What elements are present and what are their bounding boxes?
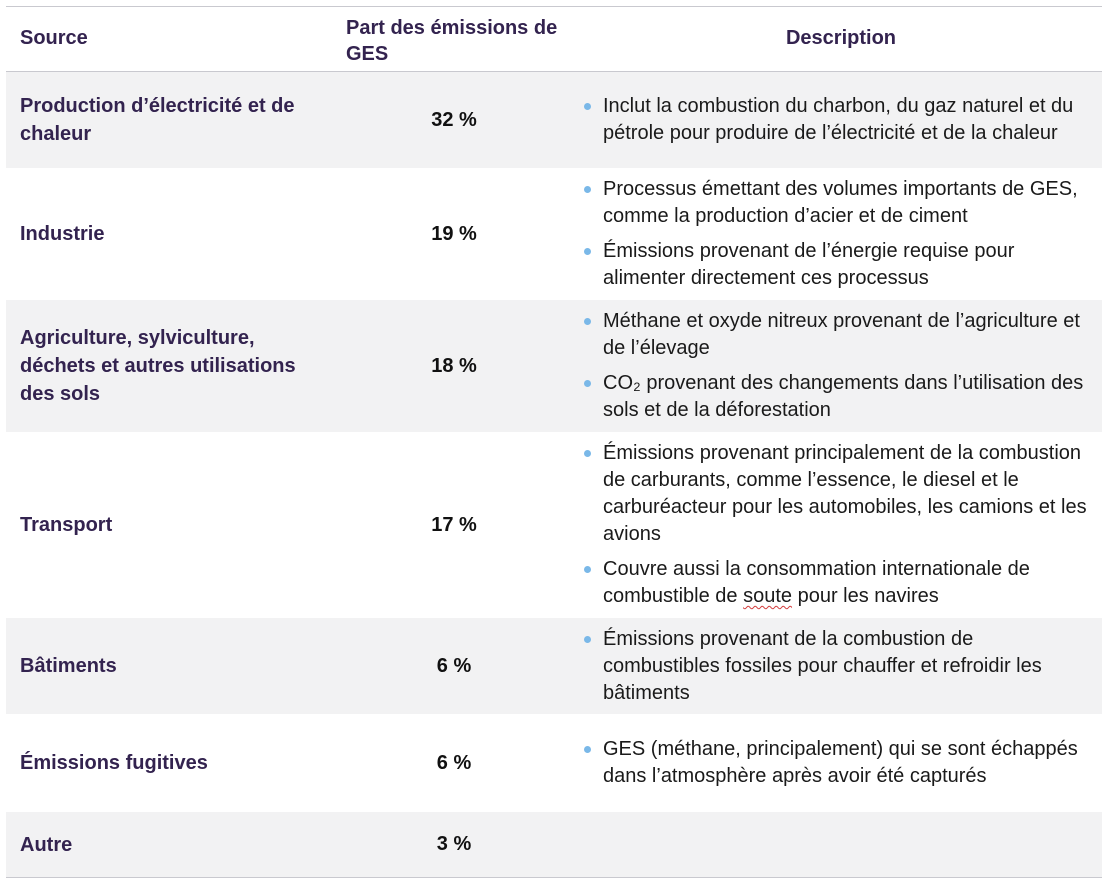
table-header: Source Part des émissions de GES Descrip…	[6, 6, 1102, 72]
bullet-icon	[584, 635, 591, 643]
share-cell: 6 %	[436, 654, 472, 677]
source-cell: Émissions fugitives	[20, 752, 208, 774]
table-row: Émissions fugitives 6 % GES (méthane, pr…	[6, 714, 1102, 812]
share-cell: 32 %	[431, 108, 477, 131]
share-cell: 3 %	[436, 833, 472, 855]
table-row: Autre 3 %	[6, 812, 1102, 878]
source-cell: Autre	[20, 833, 73, 856]
table-row: Bâtiments 6 % Émissions provenant de la …	[6, 618, 1102, 714]
bullet-item: CO₂ provenant des changements dans l’uti…	[580, 370, 1092, 424]
bullet-text: CO₂ provenant des changements dans l’uti…	[603, 372, 1084, 421]
bullet-text: Émissions provenant de l’énergie requise…	[603, 240, 1015, 289]
bullet-icon	[584, 318, 591, 325]
bullet-text: Inclut la combustion du charbon, du gaz …	[603, 95, 1074, 144]
bullet-item: Processus émettant des volumes important…	[580, 176, 1092, 230]
share-cell: 18 %	[431, 354, 477, 377]
share-cell: 6 %	[436, 751, 472, 774]
bullet-text: Processus émettant des volumes important…	[603, 178, 1078, 227]
source-cell: Production d’électricité et de chaleur	[20, 95, 295, 145]
description-cell: Émissions provenant principalement de la…	[576, 432, 1102, 618]
table-row: Transport 17 % Émissions provenant princ…	[6, 432, 1102, 618]
description-cell: Inclut la combustion du charbon, du gaz …	[576, 85, 1102, 155]
bullet-icon	[584, 186, 591, 193]
header-share: Part des émissions de GES	[346, 17, 558, 65]
description-cell: Méthane et oxyde nitreux provenant de l’…	[576, 300, 1102, 432]
table-row: Agriculture, sylviculture, déchets et au…	[6, 300, 1102, 432]
bullet-item: GES (méthane, principalement) qui se son…	[580, 736, 1092, 790]
bullet-icon	[584, 248, 591, 255]
description-cell: GES (méthane, principalement) qui se son…	[576, 728, 1102, 798]
table-row: Production d’électricité et de chaleur 3…	[6, 72, 1102, 168]
spellcheck-marked-word: soute	[743, 585, 793, 607]
bullet-item: Inclut la combustion du charbon, du gaz …	[580, 93, 1092, 147]
header-description: Description	[785, 27, 897, 49]
bullet-text: Méthane et oxyde nitreux provenant de l’…	[603, 310, 1080, 359]
bullet-item: Émissions provenant principalement de la…	[580, 440, 1092, 548]
source-cell: Bâtiments	[20, 655, 117, 677]
description-cell	[576, 837, 1102, 853]
share-cell: 17 %	[431, 513, 477, 536]
bullet-item: Couvre aussi la consommation internation…	[580, 556, 1092, 610]
share-cell: 19 %	[431, 222, 477, 245]
table-row: Industrie 19 % Processus émettant des vo…	[6, 168, 1102, 300]
source-cell: Transport	[20, 514, 113, 536]
description-cell: Processus émettant des volumes important…	[576, 168, 1102, 300]
bullet-icon	[584, 746, 591, 753]
bullet-icon	[584, 103, 591, 110]
source-cell: Industrie	[20, 223, 105, 245]
bullet-item: Méthane et oxyde nitreux provenant de l’…	[580, 308, 1092, 362]
bullet-text: Émissions provenant principalement de la…	[603, 442, 1087, 545]
bullet-icon	[584, 566, 591, 573]
bullet-item: Émissions provenant de l’énergie requise…	[580, 238, 1092, 292]
bullet-icon	[584, 450, 591, 457]
bullet-icon	[584, 380, 591, 387]
bullet-item: Émissions provenant de la combustion de …	[580, 626, 1092, 707]
bullet-text: Couvre aussi la consommation internation…	[603, 558, 1030, 607]
header-source: Source	[20, 27, 88, 49]
source-cell: Agriculture, sylviculture, déchets et au…	[20, 327, 296, 405]
description-cell: Émissions provenant de la combustion de …	[576, 618, 1102, 715]
bullet-text: Émissions provenant de la combustion de …	[603, 627, 1042, 704]
bullet-text: GES (méthane, principalement) qui se son…	[603, 738, 1078, 787]
ghg-emissions-table: Source Part des émissions de GES Descrip…	[6, 6, 1102, 878]
